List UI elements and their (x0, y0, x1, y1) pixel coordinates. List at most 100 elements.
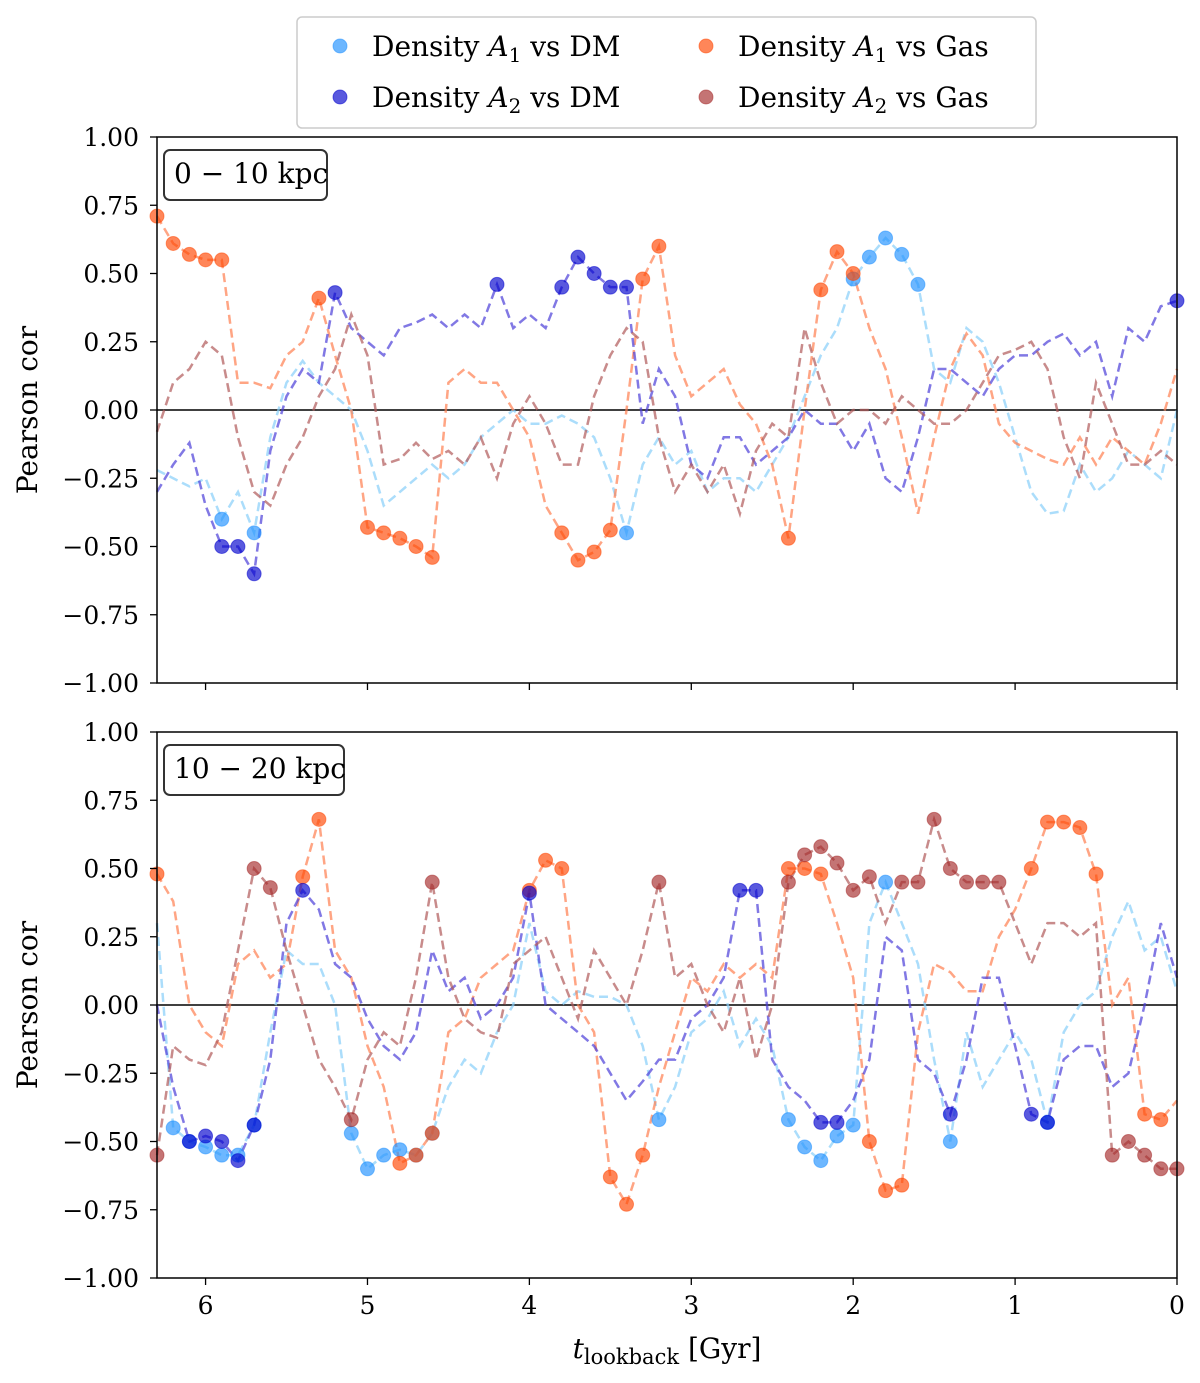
data-point-a2_dm (295, 882, 311, 898)
data-point-a2_gas (1137, 1147, 1153, 1163)
y-axis-label: Pearson cor (11, 920, 44, 1089)
data-point-a1_gas (1153, 1112, 1169, 1128)
data-point-a1_gas (408, 1147, 424, 1163)
data-point-a1_dm (845, 1117, 861, 1133)
data-point-a2_gas (845, 882, 861, 898)
data-point-a2_gas (959, 874, 975, 890)
x-axis-label: tlookback [Gyr] (573, 1332, 762, 1369)
y-tick-label: 0.25 (83, 328, 139, 357)
data-point-a1_gas (1039, 814, 1055, 830)
data-point-a1_gas (1072, 820, 1088, 836)
series-line-a1_gas (155, 215, 1179, 562)
data-point-a1_gas (570, 552, 586, 568)
data-point-a2_gas (926, 811, 942, 827)
data-point-a1_gas (894, 1177, 910, 1193)
data-point-a1_gas (878, 1183, 894, 1199)
data-point-a2_dm (748, 882, 764, 898)
data-point-a1_gas (554, 861, 570, 876)
data-point-a2_gas (651, 874, 667, 890)
data-point-a1_dm (861, 249, 877, 265)
y-tick-label: 0.25 (83, 923, 139, 952)
data-point-a2_gas (797, 847, 813, 863)
data-point-a2_dm (214, 539, 230, 554)
data-point-a2_gas (894, 874, 910, 890)
legend-label-a1_dm: Density A1 vs DM (372, 30, 620, 67)
data-point-a1_gas (1023, 861, 1039, 876)
data-point-a2_gas (861, 869, 877, 885)
data-point-a2_dm (198, 1128, 214, 1144)
x-tick-label: 1 (1007, 1291, 1023, 1320)
data-point-a1_gas (602, 522, 618, 538)
data-point-a1_gas (813, 866, 829, 882)
y-axis-label: Pearson cor (11, 325, 44, 494)
data-point-a1_gas (392, 530, 408, 546)
y-tick-label: −0.25 (62, 1059, 139, 1088)
data-point-a1_gas (311, 290, 327, 306)
data-point-a2_gas (1104, 1147, 1120, 1163)
data-point-a1_dm (214, 511, 230, 527)
data-point-a1_gas (538, 852, 554, 868)
x-tick-label: 6 (198, 1291, 214, 1320)
panel-label: 0 − 10 kpc (174, 157, 328, 190)
y-tick-label: 0.00 (83, 396, 139, 425)
data-point-a1_dm (165, 1120, 181, 1136)
y-tick-label: −0.50 (62, 1128, 139, 1157)
legend: Density A1 vs DM Density A1 vs Gas Density… (296, 16, 1037, 129)
data-point-a1_gas (845, 266, 861, 281)
data-point-a1_dm (942, 1134, 958, 1149)
y-tick-label: 0.50 (83, 260, 139, 289)
legend-marker-a1_gas (698, 38, 714, 54)
data-point-a2_dm (214, 1134, 230, 1149)
x-tick-label: 4 (521, 1291, 537, 1320)
data-point-a1_dm (214, 1147, 230, 1163)
data-point-a2_gas (343, 1112, 359, 1128)
data-point-a1_gas (602, 1169, 618, 1185)
y-tick-label: 1.00 (83, 123, 139, 152)
data-point-a2_dm (1039, 1114, 1055, 1130)
data-point-a2_gas (262, 880, 278, 896)
x-tick-label: 3 (683, 1291, 699, 1320)
y-tick-label: −1.00 (62, 669, 139, 698)
data-point-a2_dm (732, 882, 748, 898)
y-tick-label: −0.50 (62, 533, 139, 562)
data-point-a2_dm (246, 566, 262, 582)
data-point-a1_gas (392, 1155, 408, 1171)
series-line-a2_gas (155, 814, 1177, 1171)
legend-marker-a2_gas (698, 89, 714, 105)
data-point-a1_gas (635, 271, 651, 287)
y-tick-label: 0.00 (83, 991, 139, 1020)
data-point-a1_dm (797, 1139, 813, 1155)
data-point-a1_gas (376, 525, 392, 541)
data-point-a2_dm (619, 279, 635, 295)
data-point-a1_dm (246, 525, 262, 541)
data-point-a1_dm (910, 276, 926, 292)
data-point-a1_dm (651, 1112, 667, 1128)
data-point-a1_gas (1088, 866, 1104, 882)
data-point-a1_dm (878, 874, 894, 890)
data-point-a2_dm (813, 1114, 829, 1130)
legend-box (296, 16, 1037, 129)
y-tick-label: −0.75 (62, 601, 139, 630)
data-point-a2_gas (991, 874, 1007, 890)
data-point-a2_dm (521, 885, 537, 901)
data-point-a2_gas (813, 839, 829, 855)
series-line-a2_gas (155, 310, 1178, 519)
y-tick-label: 1.00 (83, 718, 139, 747)
data-point-a2_gas (780, 874, 796, 890)
data-point-a1_gas (165, 235, 181, 251)
data-point-a1_dm (359, 1161, 375, 1177)
y-tick-label: −0.75 (62, 1196, 139, 1225)
y-tick-label: −1.00 (62, 1264, 139, 1293)
data-point-a1_gas (861, 1134, 877, 1149)
data-point-a2_gas (246, 861, 262, 876)
data-point-a1_gas (586, 544, 602, 560)
series-line-a2_dm (155, 888, 1179, 1163)
data-point-a1_gas (198, 252, 214, 268)
data-point-a1_gas (829, 244, 845, 260)
data-point-a1_gas (780, 530, 796, 546)
data-point-a2_dm (586, 266, 602, 281)
data-point-a2_dm (1023, 1106, 1039, 1122)
x-tick-label: 0 (1169, 1291, 1185, 1320)
data-point-a1_dm (813, 1153, 829, 1169)
